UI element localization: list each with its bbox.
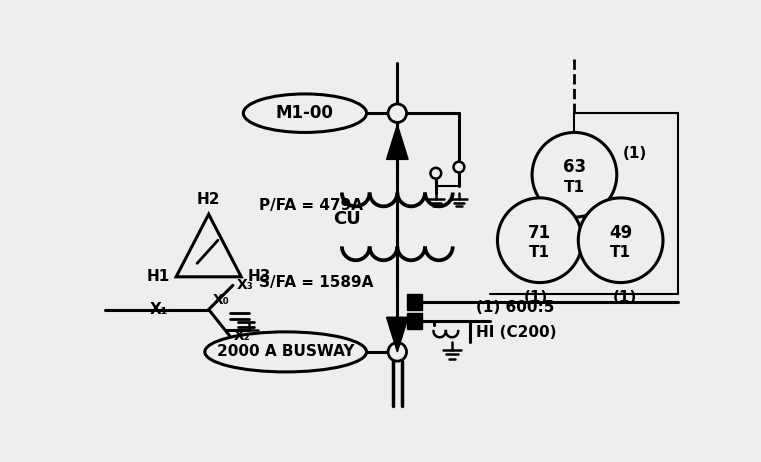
Text: P/FA = 479A: P/FA = 479A: [259, 198, 363, 213]
Circle shape: [388, 343, 406, 361]
Text: CU: CU: [333, 210, 361, 228]
Polygon shape: [406, 294, 422, 310]
Polygon shape: [406, 313, 422, 329]
Circle shape: [578, 198, 663, 283]
Ellipse shape: [244, 94, 367, 133]
Text: H3: H3: [247, 269, 271, 284]
Circle shape: [532, 133, 616, 217]
Text: 71: 71: [528, 224, 551, 242]
Text: (1): (1): [623, 146, 647, 161]
Text: H2: H2: [197, 192, 221, 207]
Text: T1: T1: [564, 180, 585, 195]
Text: X₀: X₀: [212, 293, 229, 307]
Text: T1: T1: [610, 245, 631, 260]
Text: 63: 63: [563, 158, 586, 176]
Text: S/FA = 1589A: S/FA = 1589A: [259, 275, 373, 290]
Polygon shape: [387, 317, 408, 352]
Text: (1) 600:5: (1) 600:5: [476, 300, 554, 316]
Text: X₁: X₁: [149, 302, 168, 317]
Text: X₂: X₂: [234, 328, 250, 342]
Text: (1): (1): [613, 290, 637, 305]
Text: T1: T1: [530, 245, 550, 260]
Text: 49: 49: [609, 224, 632, 242]
Text: H1: H1: [147, 269, 170, 284]
Circle shape: [454, 162, 464, 172]
Text: (1): (1): [524, 290, 548, 305]
Circle shape: [388, 104, 406, 122]
Circle shape: [431, 168, 441, 179]
Text: HI (C200): HI (C200): [476, 325, 556, 340]
Text: X₃: X₃: [237, 278, 253, 292]
Circle shape: [498, 198, 582, 283]
Text: M1-00: M1-00: [276, 104, 334, 122]
Polygon shape: [387, 125, 408, 159]
Ellipse shape: [205, 332, 367, 372]
Text: 2000 A BUSWAY: 2000 A BUSWAY: [217, 344, 355, 359]
